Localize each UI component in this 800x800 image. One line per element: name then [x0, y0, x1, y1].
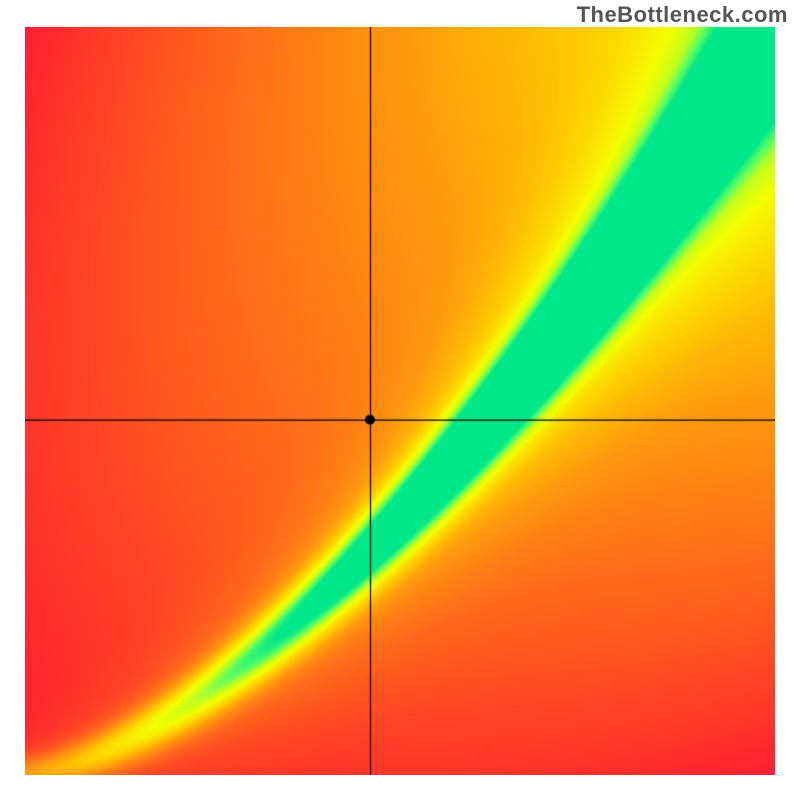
chart-container: TheBottleneck.com [0, 0, 800, 800]
heatmap-canvas [25, 27, 775, 775]
watermark-text: TheBottleneck.com [577, 2, 788, 28]
